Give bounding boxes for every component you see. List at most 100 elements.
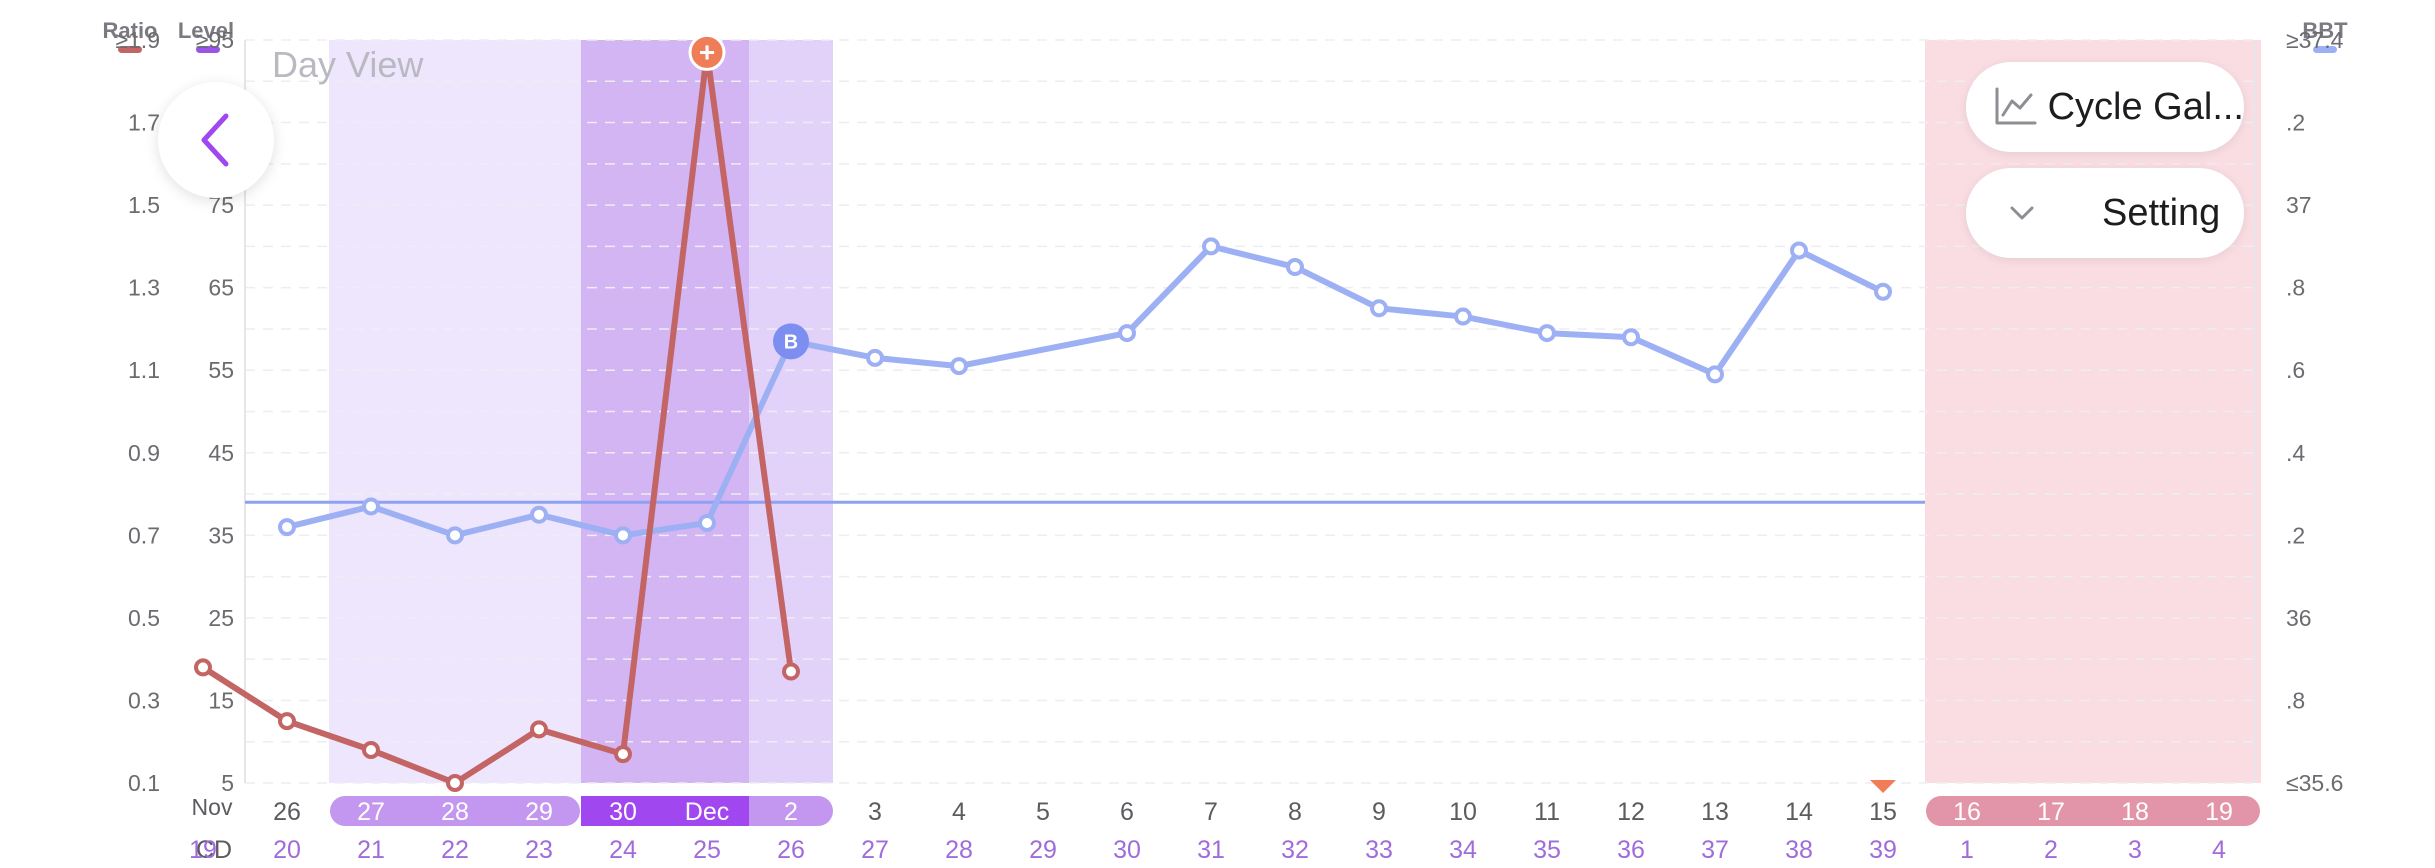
date-label: 2 xyxy=(784,798,798,826)
cycle-day-label: 19 xyxy=(189,836,217,864)
fertile-window-band xyxy=(329,40,581,783)
cycle-day-label: 3 xyxy=(2128,836,2142,864)
date-label: 19 xyxy=(2205,798,2233,826)
date-label: 3 xyxy=(868,798,882,826)
bbt-marker xyxy=(773,323,809,360)
cycle-day-label: 24 xyxy=(609,836,637,864)
setting-button[interactable]: Setting xyxy=(1966,168,2244,258)
ratio-tick-label: 1.5 xyxy=(128,192,160,218)
back-button[interactable] xyxy=(158,82,274,198)
bbt-tick-label: .8 xyxy=(2286,275,2305,301)
cycle-day-label: 34 xyxy=(1449,836,1477,864)
setting-label: Setting xyxy=(2102,191,2221,234)
level-tick-label: 55 xyxy=(208,357,234,383)
ratio-tick-label: 1.1 xyxy=(128,357,160,383)
cycle-day-label: 28 xyxy=(945,836,973,864)
peak-marker-symbol: + xyxy=(699,36,715,67)
post-peak-pill-join xyxy=(749,796,769,826)
cycle-day-label: 20 xyxy=(273,836,301,864)
fertile-pill xyxy=(330,796,580,826)
bbt-tick-label: 37 xyxy=(2286,192,2312,218)
cycle-gallery-button[interactable]: Cycle Gal... xyxy=(1966,62,2244,152)
ratio-point xyxy=(530,720,548,739)
bbt-point xyxy=(1286,258,1304,277)
bbt-point xyxy=(362,497,380,516)
date-label: 8 xyxy=(1288,798,1302,826)
level-axis-title: Level xyxy=(178,18,234,43)
bbt-tick-label: .2 xyxy=(2286,522,2305,548)
bbt-point xyxy=(530,505,548,524)
date-label: 12 xyxy=(1617,798,1645,826)
cycle-day-label: 37 xyxy=(1701,836,1729,864)
date-label: 29 xyxy=(525,798,553,826)
cycle-day-label: 22 xyxy=(441,836,469,864)
bbt-point xyxy=(1202,237,1220,256)
bbt-point xyxy=(1874,282,1892,301)
date-label: 27 xyxy=(357,798,385,826)
ratio-tick-label: 0.1 xyxy=(128,770,160,796)
bbt-point xyxy=(614,526,632,545)
level-tick-label: 35 xyxy=(208,522,234,548)
ratio-legend-swatch xyxy=(118,46,142,53)
bbt-point xyxy=(1706,365,1724,384)
ratio-line xyxy=(200,49,794,786)
cycle-day-label: 23 xyxy=(525,836,553,864)
level-tick-label: 5 xyxy=(221,770,234,796)
bbt-tick-label: .8 xyxy=(2286,687,2305,713)
today-marker-icon xyxy=(1870,780,1896,793)
bbt-axis-title: BBT xyxy=(2302,18,2348,43)
cycle-day-label: 1 xyxy=(1960,836,1974,864)
date-label: 28 xyxy=(441,798,469,826)
chevron-down-icon xyxy=(1992,205,2052,221)
bbt-tick-label: .2 xyxy=(2286,110,2305,136)
ratio-point xyxy=(194,658,212,677)
level-tick-label: 15 xyxy=(208,687,234,713)
level-tick-label: 45 xyxy=(208,440,234,466)
ratio-point xyxy=(446,774,464,792)
bbt-point xyxy=(1370,299,1388,318)
bbt-legend-swatch xyxy=(2313,46,2337,53)
ratio-point xyxy=(362,740,380,759)
bbt-point xyxy=(866,348,884,367)
cycle-day-label: 39 xyxy=(1869,836,1897,864)
ratio-axis-title: Ratio xyxy=(103,18,158,43)
ratio-point xyxy=(278,712,296,731)
date-label: 16 xyxy=(1953,798,1981,826)
date-label: 14 xyxy=(1785,798,1813,826)
cycle-day-label: 33 xyxy=(1365,836,1393,864)
bbt-tick-label: 36 xyxy=(2286,605,2312,631)
bbt-point xyxy=(698,513,716,532)
cycle-day-label: 4 xyxy=(2212,836,2226,864)
cycle-day-label: 2 xyxy=(2044,836,2058,864)
ratio-tick-label: ≥1.9 xyxy=(115,27,160,53)
date-label: 15 xyxy=(1869,798,1897,826)
ratio-tick-label: 0.5 xyxy=(128,605,160,631)
bbt-point xyxy=(950,357,968,376)
cycle-day-label: 36 xyxy=(1617,836,1645,864)
date-label: Dec xyxy=(685,798,729,826)
cycle-gallery-label: Cycle Gal... xyxy=(2047,85,2244,128)
date-label: 10 xyxy=(1449,798,1477,826)
date-label: 6 xyxy=(1120,798,1134,826)
chevron-left-icon xyxy=(201,113,229,167)
date-label: 7 xyxy=(1204,798,1218,826)
bbt-tick-label: .6 xyxy=(2286,357,2305,383)
line-chart-icon xyxy=(1992,87,2038,127)
cycle-day-label: 29 xyxy=(1029,836,1057,864)
bbt-tick-label: ≤35.6 xyxy=(2286,770,2343,796)
date-label: 17 xyxy=(2037,798,2065,826)
date-label: 5 xyxy=(1036,798,1050,826)
bbt-point xyxy=(1622,328,1640,347)
bbt-point xyxy=(1790,241,1808,260)
cycle-day-label: 38 xyxy=(1785,836,1813,864)
cycle-day-label: 35 xyxy=(1533,836,1561,864)
date-label: 18 xyxy=(2121,798,2149,826)
bbt-tick-label: ≥37.4 xyxy=(2286,27,2344,53)
date-label: 11 xyxy=(1534,798,1560,826)
ratio-tick-label: 0.7 xyxy=(128,522,160,548)
view-mode-label: Day View xyxy=(272,44,424,85)
month-label: Nov xyxy=(192,794,233,820)
date-label: 30 xyxy=(609,798,637,826)
bbt-marker-label: B xyxy=(784,331,798,353)
